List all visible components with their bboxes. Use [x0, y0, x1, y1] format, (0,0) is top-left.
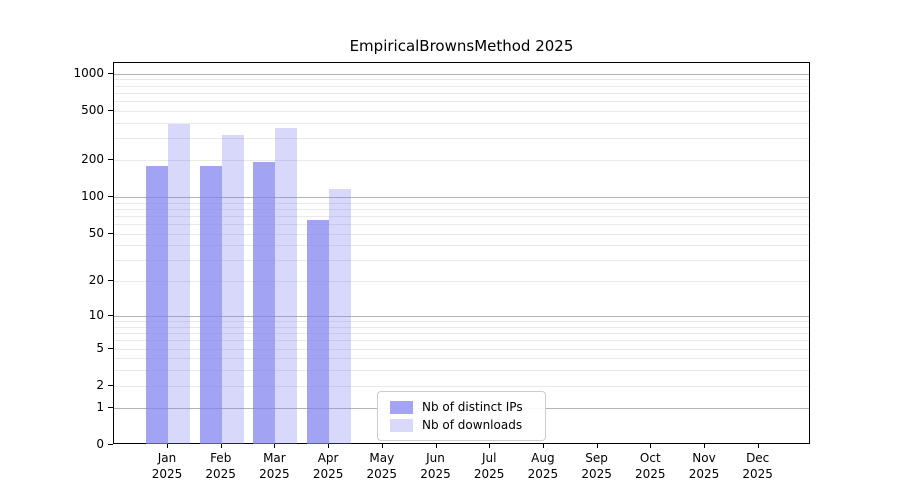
minor-gridline	[114, 233, 809, 235]
y-tick-label: 200	[81, 151, 104, 166]
x-tick-label: Dec 2025	[742, 451, 773, 481]
minor-gridline	[114, 326, 809, 328]
bar-downloads-mar	[275, 128, 298, 444]
minor-gridline	[114, 358, 809, 360]
y-tick-mark	[108, 444, 113, 445]
minor-gridline	[114, 159, 809, 161]
minor-gridline	[114, 370, 809, 372]
x-tick-mark	[328, 444, 330, 448]
y-tick-label: 50	[88, 225, 104, 240]
bar-downloads-jan	[168, 124, 190, 444]
bar-downloads-feb	[221, 134, 244, 444]
x-tick-mark	[274, 444, 276, 448]
minor-gridline	[114, 85, 809, 87]
minor-gridline	[114, 92, 809, 94]
chart-title: EmpiricalBrownsMethod 2025	[349, 37, 574, 55]
legend-item-distinct-ips: Nb of distinct IPs	[390, 398, 535, 416]
y-tick-mark	[108, 109, 113, 111]
minor-gridline	[114, 122, 809, 124]
minor-gridline	[114, 215, 809, 217]
y-tick-mark	[108, 315, 113, 317]
y-tick-label: 100	[81, 188, 104, 203]
legend-label-distinct-ips: Nb of distinct IPs	[422, 400, 523, 414]
minor-gridline	[114, 79, 809, 81]
x-tick-mark	[596, 444, 598, 448]
major-gridline	[114, 196, 809, 198]
x-tick-mark	[542, 444, 544, 448]
minor-gridline	[114, 333, 809, 335]
minor-gridline	[114, 348, 809, 350]
y-tick-label: 0	[96, 437, 104, 451]
x-tick-label: Apr 2025	[312, 451, 344, 481]
bar-distinct-ips-mar	[253, 161, 276, 444]
x-tick-label: Aug 2025	[527, 451, 559, 481]
y-tick-label: 10	[88, 308, 104, 323]
y-tick-mark	[108, 158, 113, 160]
x-tick-mark	[489, 444, 491, 448]
plot-area	[113, 62, 810, 444]
x-tick-label: Jun 2025	[420, 451, 451, 481]
x-tick-mark	[704, 444, 705, 448]
x-tick-label: Jul 2025	[473, 451, 505, 481]
y-tick-label: 2	[96, 377, 104, 392]
minor-gridline	[114, 224, 809, 226]
x-tick-label: Oct 2025	[635, 451, 666, 481]
bar-distinct-ips-feb	[199, 166, 222, 444]
minor-gridline	[114, 321, 809, 323]
x-tick-label: Feb 2025	[205, 451, 236, 481]
y-tick-label: 1000	[73, 65, 104, 80]
x-tick-label: Jan 2025	[151, 451, 183, 481]
legend-swatch-distinct-ips-icon	[390, 400, 413, 414]
x-tick-mark	[381, 444, 383, 448]
minor-gridline	[114, 202, 809, 204]
x-tick-label: Mar 2025	[259, 451, 290, 481]
y-tick-label: 20	[88, 273, 104, 288]
x-tick-mark	[167, 444, 168, 448]
bar-distinct-ips-apr	[307, 219, 330, 444]
minor-gridline	[114, 110, 809, 112]
bar-distinct-ips-jan	[146, 165, 168, 444]
minor-gridline	[114, 385, 809, 387]
legend-swatch-downloads-icon	[390, 418, 413, 432]
legend-item-downloads: Nb of downloads	[390, 416, 535, 434]
minor-gridline	[114, 138, 809, 140]
y-tick-mark	[108, 406, 113, 408]
y-tick-label: 500	[81, 102, 104, 117]
y-tick-mark	[108, 72, 113, 74]
bar-downloads-apr	[329, 188, 352, 444]
major-gridline	[114, 316, 809, 318]
y-tick-mark	[108, 232, 113, 234]
x-tick-mark	[757, 444, 759, 448]
legend-label-downloads: Nb of downloads	[422, 418, 523, 432]
minor-gridline	[114, 281, 809, 283]
minor-gridline	[114, 208, 809, 210]
minor-gridline	[114, 101, 809, 103]
minor-gridline	[114, 340, 809, 342]
y-tick-label: 1	[96, 399, 104, 414]
x-tick-label: May 2025	[366, 451, 398, 481]
y-tick-mark	[108, 280, 113, 282]
x-tick-label: Sep 2025	[581, 451, 612, 481]
x-tick-mark	[220, 444, 222, 448]
x-tick-mark	[650, 444, 652, 448]
x-tick-mark	[435, 444, 437, 448]
x-tick-label: Nov 2025	[688, 451, 720, 481]
y-tick-label: 5	[96, 340, 104, 355]
y-tick-mark	[108, 195, 113, 197]
y-tick-mark	[108, 384, 113, 386]
legend: Nb of distinct IPs Nb of downloads	[377, 391, 546, 441]
minor-gridline	[114, 245, 809, 247]
minor-gridline	[114, 260, 809, 262]
major-gridline	[114, 73, 809, 75]
y-tick-mark	[108, 347, 113, 349]
